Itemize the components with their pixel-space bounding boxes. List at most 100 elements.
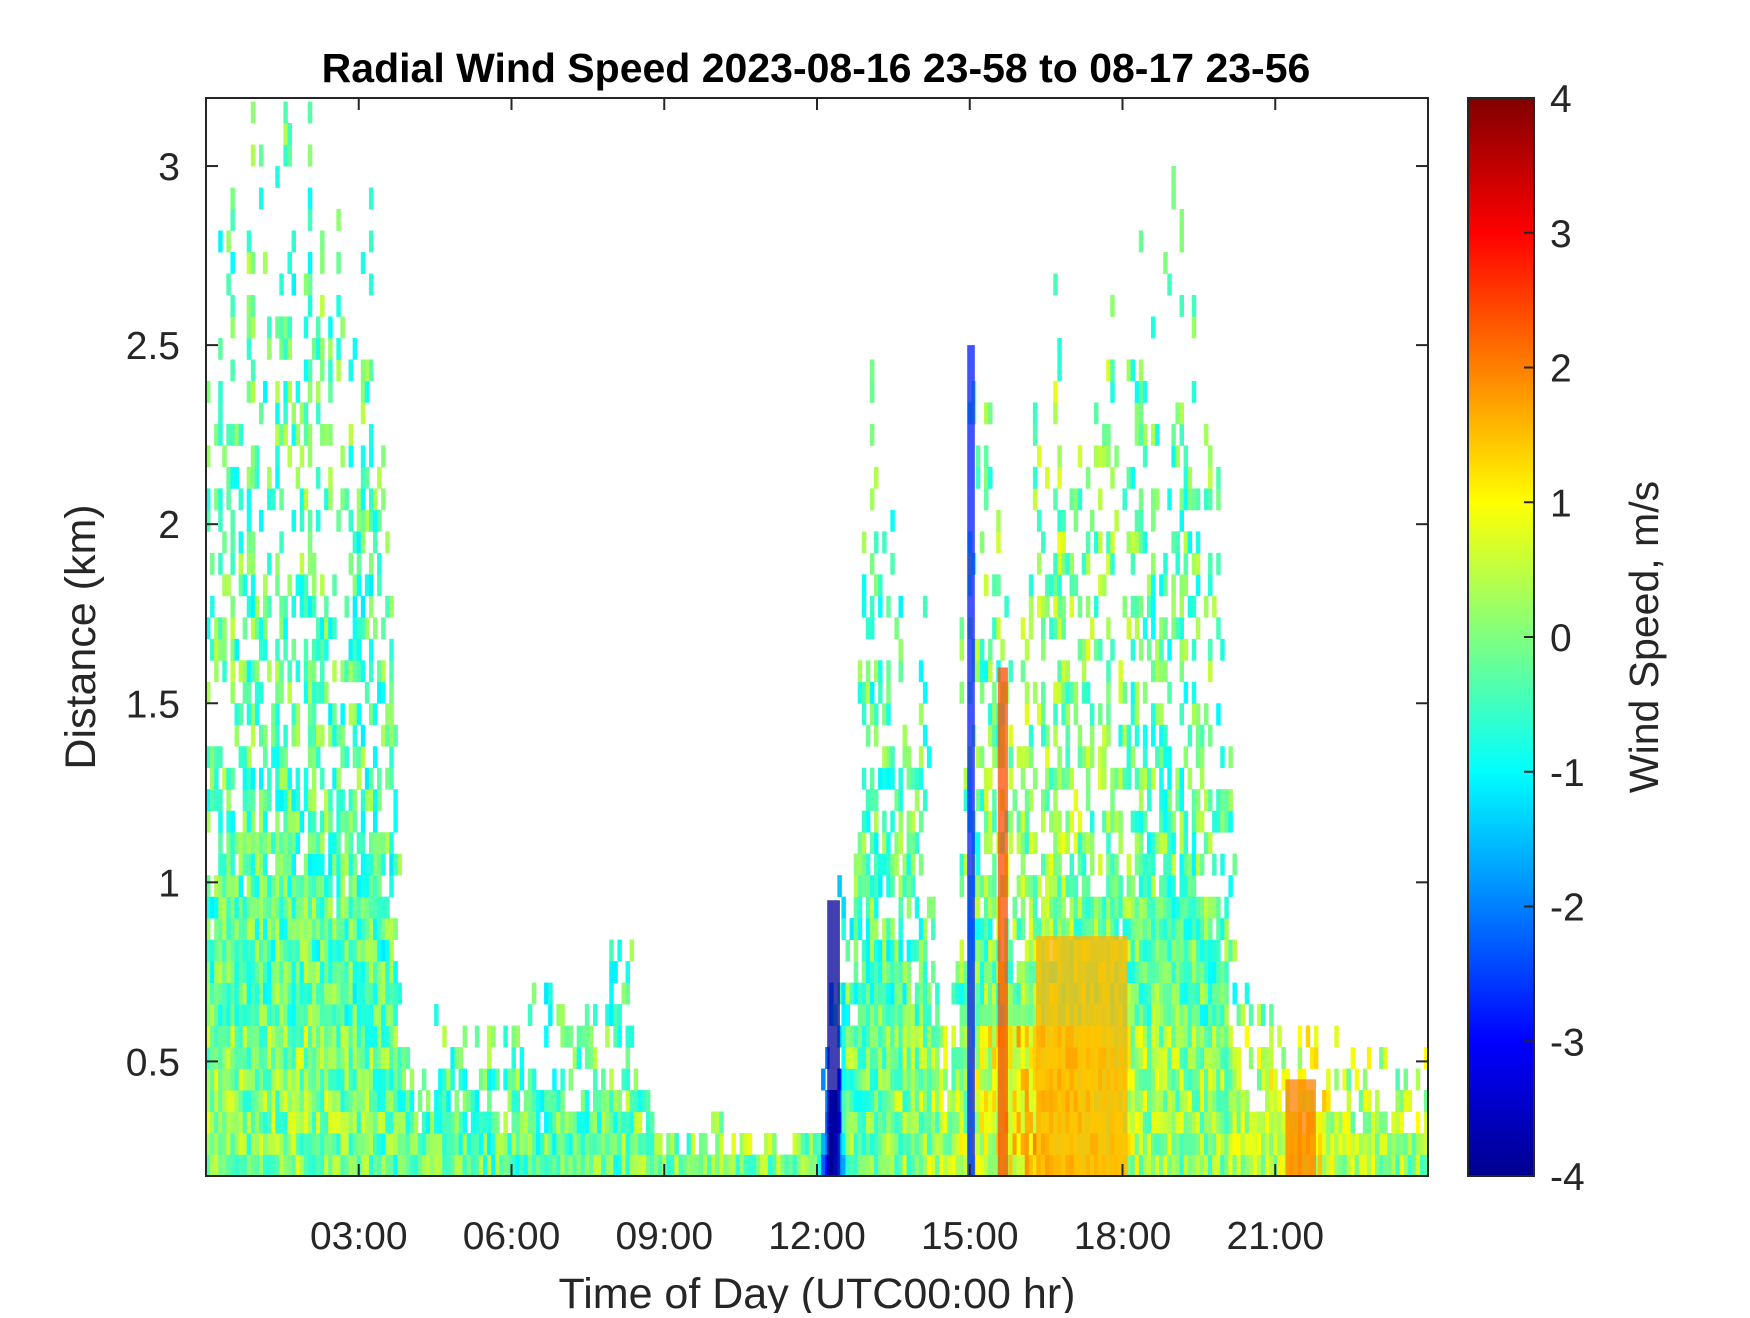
- heatmap-cell: [1203, 1133, 1209, 1155]
- heatmap-cell: [857, 1154, 863, 1176]
- heatmap-cell: [857, 1004, 863, 1026]
- heatmap-cell: [250, 445, 256, 468]
- heatmap-cell: [303, 939, 309, 962]
- heatmap-cell: [1155, 660, 1160, 683]
- heatmap-cell: [234, 1154, 239, 1176]
- heatmap-cell: [352, 724, 358, 747]
- heatmap-cell: [275, 380, 280, 403]
- heatmap-cell: [609, 1111, 614, 1134]
- heatmap-cell: [368, 660, 374, 683]
- heatmap-cell: [1085, 552, 1091, 575]
- heatmap-cell: [1171, 187, 1176, 210]
- heatmap-cell: [979, 1133, 985, 1155]
- heatmap-cell: [389, 832, 394, 855]
- heatmap-cell: [1049, 767, 1054, 790]
- heatmap-cell: [1171, 1090, 1176, 1112]
- heatmap-cell: [1203, 832, 1209, 855]
- heatmap-cell: [874, 531, 879, 554]
- heatmap-cell: [605, 1090, 610, 1112]
- heatmap-cell: [869, 1090, 875, 1112]
- heatmap-cell: [878, 1068, 883, 1091]
- heatmap-cell: [853, 1068, 859, 1091]
- heatmap-cell: [507, 1090, 512, 1112]
- heatmap-cell: [1191, 1047, 1197, 1069]
- heatmap-cell: [279, 1068, 284, 1091]
- heatmap-cell: [988, 1133, 993, 1155]
- heatmap-cell: [1199, 939, 1205, 962]
- heatmap-cell: [275, 1004, 280, 1026]
- heatmap-cell: [841, 1090, 846, 1112]
- heatmap-cell: [645, 1154, 651, 1176]
- heatmap-cell: [1151, 1133, 1156, 1155]
- heatmap-cell: [1134, 531, 1140, 554]
- heatmap-cell: [356, 896, 362, 919]
- heatmap-cell: [385, 1090, 390, 1112]
- heatmap-cell: [1065, 660, 1070, 683]
- heatmap-cell: [356, 832, 362, 855]
- heatmap-cell: [1163, 853, 1168, 876]
- heatmap-cell: [1045, 595, 1050, 618]
- heatmap-cell: [959, 853, 965, 876]
- heatmap-cell: [389, 638, 394, 661]
- heatmap-cell: [210, 982, 215, 1005]
- heatmap-cell: [1081, 681, 1087, 704]
- heatmap-cell: [368, 552, 374, 575]
- heatmap-cell: [906, 832, 912, 855]
- heatmap-cell: [303, 875, 309, 898]
- heatmap-cell: [1330, 1154, 1335, 1176]
- heatmap-cell: [206, 1111, 211, 1134]
- heatmap-cell: [865, 1133, 871, 1155]
- heatmap-cell: [368, 638, 374, 661]
- heatmap-cell: [1383, 1047, 1388, 1069]
- heatmap-cell: [360, 509, 366, 532]
- heatmap-cell: [206, 875, 211, 898]
- heatmap-cell: [1228, 1133, 1233, 1155]
- heatmap-cell: [1146, 1004, 1152, 1026]
- heatmap-cell: [344, 1090, 349, 1112]
- heatmap-cell: [882, 1090, 887, 1112]
- heatmap-cell: [377, 552, 382, 575]
- heatmap-cell: [1028, 1154, 1034, 1176]
- heatmap-cell: [1191, 939, 1197, 962]
- heatmap-cell: [328, 1068, 333, 1091]
- heatmap-cell: [939, 1133, 944, 1155]
- heatmap-cell: [853, 982, 859, 1005]
- heatmap-cell: [287, 1004, 292, 1026]
- heatmap-cell: [984, 1025, 989, 1048]
- heatmap-cell: [295, 466, 301, 489]
- heatmap-cell: [918, 939, 924, 962]
- heatmap-cell: [336, 1154, 341, 1176]
- heatmap-cell: [861, 853, 867, 876]
- heatmap-cell: [218, 810, 223, 833]
- heatmap-cell: [1175, 1068, 1180, 1091]
- heatmap-cell: [984, 1090, 989, 1112]
- heatmap-cell: [841, 1133, 846, 1155]
- heatmap-cell: [979, 660, 985, 683]
- heatmap-cell: [1183, 746, 1189, 769]
- heatmap-cell: [360, 660, 366, 683]
- heatmap-cell: [523, 1154, 529, 1176]
- heatmap-cell: [947, 1090, 952, 1112]
- heatmap-cell: [861, 1154, 867, 1176]
- heatmap-cell: [254, 875, 260, 898]
- heatmap-cell: [654, 1133, 659, 1155]
- heatmap-cell: [1163, 574, 1168, 597]
- heatmap-cell: [947, 1154, 952, 1176]
- heatmap-cell: [1134, 1047, 1140, 1069]
- heatmap-cell: [307, 595, 313, 618]
- heatmap-cell: [1024, 1154, 1030, 1176]
- heatmap-cell: [515, 1090, 521, 1112]
- heatmap-cell: [853, 1154, 859, 1176]
- heatmap-cell: [1053, 574, 1058, 597]
- heatmap-cell: [1098, 703, 1103, 726]
- x-tick-label: 12:00: [768, 1215, 866, 1258]
- heatmap-cell: [1199, 896, 1205, 919]
- heatmap-cell: [1151, 574, 1156, 597]
- heatmap-cell: [584, 1133, 590, 1155]
- heatmap-cell: [1155, 832, 1160, 855]
- heatmap-cell: [869, 595, 875, 618]
- heatmap-cell: [527, 1004, 533, 1026]
- heatmap-cell: [1142, 810, 1148, 833]
- heatmap-cell: [1199, 1025, 1205, 1048]
- heatmap-cell: [356, 552, 362, 575]
